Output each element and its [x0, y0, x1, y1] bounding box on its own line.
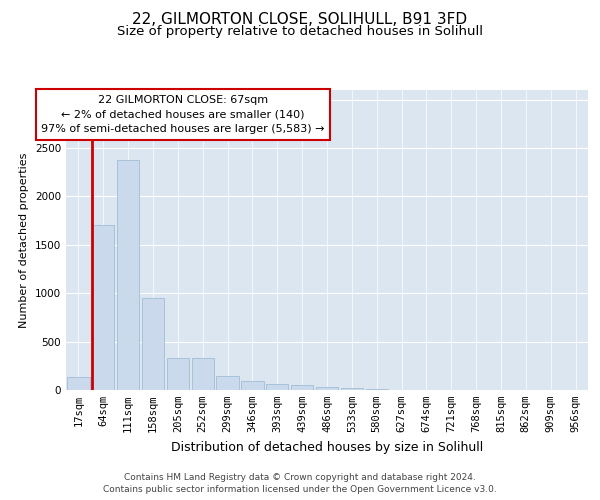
Bar	[142, 298, 164, 390]
Bar	[167, 358, 189, 390]
Bar	[241, 382, 263, 390]
Bar	[117, 160, 139, 390]
Text: 22, GILMORTON CLOSE, SOLIHULL, B91 3FD: 22, GILMORTON CLOSE, SOLIHULL, B91 3FD	[133, 12, 467, 28]
Bar	[266, 384, 289, 390]
Text: Contains public sector information licensed under the Open Government Licence v3: Contains public sector information licen…	[103, 485, 497, 494]
Bar	[92, 226, 115, 390]
Bar	[67, 378, 89, 390]
Bar	[217, 376, 239, 390]
Bar	[191, 358, 214, 390]
Bar	[291, 385, 313, 390]
Text: Size of property relative to detached houses in Solihull: Size of property relative to detached ho…	[117, 25, 483, 38]
Text: Contains HM Land Registry data © Crown copyright and database right 2024.: Contains HM Land Registry data © Crown c…	[124, 472, 476, 482]
Y-axis label: Number of detached properties: Number of detached properties	[19, 152, 29, 328]
Bar	[341, 388, 363, 390]
Bar	[316, 387, 338, 390]
X-axis label: Distribution of detached houses by size in Solihull: Distribution of detached houses by size …	[171, 440, 483, 454]
Bar	[365, 389, 388, 390]
Text: 22 GILMORTON CLOSE: 67sqm
← 2% of detached houses are smaller (140)
97% of semi-: 22 GILMORTON CLOSE: 67sqm ← 2% of detach…	[41, 95, 325, 134]
